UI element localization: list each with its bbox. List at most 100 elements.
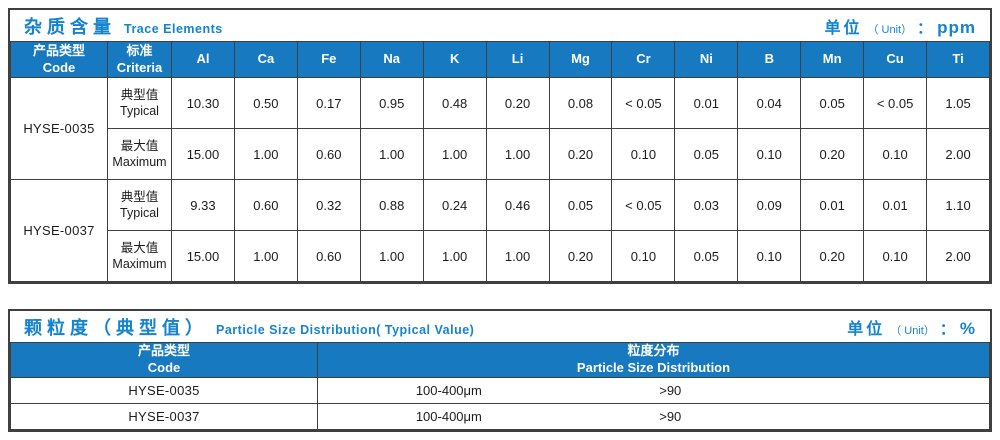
unit-label-en: （ Unit）: [890, 324, 935, 337]
product-code-cell: HYSE-0037: [10, 179, 108, 282]
unit-label-zh: 单位: [847, 320, 886, 338]
criteria-zh: 典型值: [120, 87, 159, 102]
value-cell: 0.20: [548, 230, 613, 282]
column-header-element: Ca: [233, 41, 298, 78]
table-header-row: 产品类型 Code 标准 Criteria Al Ca Fe Na K Li M…: [10, 41, 990, 78]
column-header-code-zh: 产品类型: [137, 343, 190, 359]
value-cell: 10.30: [171, 77, 235, 129]
value-cell: 1.00: [422, 128, 487, 180]
column-header-element: Ti: [926, 41, 990, 78]
value-cell: 0.60: [296, 230, 361, 282]
value-cell: 0.01: [674, 77, 739, 129]
column-header-code: 产品类型 Code: [10, 41, 108, 78]
distribution-cell: 100-400μm >90: [317, 377, 990, 404]
column-header-criteria: 标准 Criteria: [107, 41, 172, 78]
size-range: 100-400μm: [415, 409, 482, 424]
criteria-en: Typical: [120, 206, 159, 220]
product-code-cell: HYSE-0035: [10, 377, 318, 404]
table-row: HYSE-0037 典型值 Typical 9.33 0.60 0.32 0.8…: [10, 179, 990, 282]
product-code-cell: HYSE-0037: [10, 403, 318, 430]
size-range: 100-400μm: [415, 383, 482, 398]
section-title: 杂质含量 Trace Elements: [24, 13, 223, 39]
criteria-cell: 最大值 Maximum: [107, 128, 172, 180]
criteria-zh: 最大值: [120, 138, 159, 153]
criteria-zh: 最大值: [120, 240, 159, 255]
particle-size-title-bar: 颗粒度（典型值） Particle Size Distribution( Typ…: [10, 311, 990, 342]
table-header-row: 产品类型 Code 粒度分布 Particle Size Distributio…: [10, 342, 990, 378]
unit-label-zh: 单位: [824, 19, 863, 37]
value-cell: 1.00: [485, 230, 550, 282]
column-header-distribution-zh: 粒度分布: [627, 343, 680, 359]
value-cell: 0.08: [548, 77, 613, 129]
value-cell: 0.48: [422, 77, 487, 129]
value-cell: 0.01: [800, 179, 865, 231]
value-cell: 0.32: [296, 179, 361, 231]
unit-label: 单位 （ Unit） ： %: [847, 315, 976, 339]
criteria-en: Maximum: [112, 257, 167, 271]
value-cell: 0.17: [296, 77, 361, 129]
value-cell: 15.00: [171, 128, 235, 180]
column-header-element: Al: [171, 41, 235, 78]
particle-size-table: 产品类型 Code 粒度分布 Particle Size Distributio…: [10, 342, 990, 430]
value-cell: 0.20: [548, 128, 613, 180]
table-row: 最大值 Maximum 15.00 1.00 0.60 1.00 1.00 1.…: [11, 230, 990, 282]
value-cell: 0.01: [863, 179, 928, 231]
distribution-cell: 100-400μm >90: [317, 403, 990, 430]
value-cell: 0.09: [737, 179, 802, 231]
value-cell: < 0.05: [611, 77, 676, 129]
section-title-zh: 杂质含量: [24, 16, 116, 37]
value-cell: 0.05: [674, 230, 739, 282]
value-cell: 0.46: [485, 179, 550, 231]
column-header-element: K: [422, 41, 487, 78]
value-cell: 1.05: [926, 77, 990, 129]
product-code-cell: HYSE-0035: [10, 77, 108, 180]
value-cell: 0.50: [233, 77, 298, 129]
column-header-criteria-en: Criteria: [116, 59, 163, 75]
column-header-code: 产品类型 Code: [10, 342, 318, 378]
value-cell: 15.00: [171, 230, 235, 282]
value-cell: 0.03: [674, 179, 739, 231]
value-cell: < 0.05: [611, 179, 676, 231]
column-header-distribution-en: Particle Size Distribution: [576, 360, 731, 375]
criteria-zh: 典型值: [120, 189, 159, 204]
unit-label: 单位 （ Unit） ： ppm: [824, 14, 976, 38]
value-cell: 0.04: [737, 77, 802, 129]
table-row: HYSE-0037 100-400μm >90: [10, 403, 990, 430]
value-cell: 1.00: [422, 230, 487, 282]
size-percentage: >90: [659, 409, 682, 424]
table-row: HYSE-0035 100-400μm >90: [10, 377, 990, 404]
value-cell: 1.00: [485, 128, 550, 180]
value-cell: 1.00: [359, 128, 424, 180]
value-cell: < 0.05: [863, 77, 928, 129]
criteria-cell: 典型值 Typical: [107, 179, 172, 231]
value-cell: 0.10: [737, 128, 802, 180]
value-cell: 1.10: [926, 179, 990, 231]
value-cell: 1.00: [233, 230, 298, 282]
value-cell: 0.10: [863, 128, 928, 180]
column-header-element: Na: [359, 41, 424, 78]
unit-value: %: [959, 318, 976, 338]
unit-colon: ：: [939, 320, 955, 338]
section-title: 颗粒度（典型值） Particle Size Distribution( Typ…: [24, 314, 474, 340]
value-cell: 0.10: [863, 230, 928, 282]
value-cell: 0.60: [296, 128, 361, 180]
column-header-element: Mn: [800, 41, 865, 78]
table-row: 最大值 Maximum 15.00 1.00 0.60 1.00 1.00 1.…: [11, 128, 990, 180]
column-header-code-en: Code: [42, 59, 76, 75]
value-cell: 0.05: [548, 179, 613, 231]
trace-elements-table: 产品类型 Code 标准 Criteria Al Ca Fe Na K Li M…: [10, 41, 990, 282]
criteria-cell: 最大值 Maximum: [107, 230, 172, 282]
value-cell: 0.95: [359, 77, 424, 129]
table-row: HYSE-0035 典型值 Typical 10.30 0.50 0.17 0.…: [10, 77, 990, 180]
column-header-element: Cr: [611, 41, 676, 78]
value-cell: 0.20: [485, 77, 550, 129]
criteria-cell: 典型值 Typical: [107, 77, 172, 129]
distribution-values: 100-400μm >90: [318, 383, 989, 398]
value-cell: 2.00: [926, 128, 990, 180]
trace-elements-title-bar: 杂质含量 Trace Elements 单位 （ Unit） ： ppm: [10, 10, 990, 41]
trace-elements-section: 杂质含量 Trace Elements 单位 （ Unit） ： ppm 产品类…: [8, 8, 992, 284]
column-header-element: Ni: [674, 41, 739, 78]
column-header-criteria-zh: 标准: [126, 42, 153, 58]
value-cell: 2.00: [926, 230, 990, 282]
